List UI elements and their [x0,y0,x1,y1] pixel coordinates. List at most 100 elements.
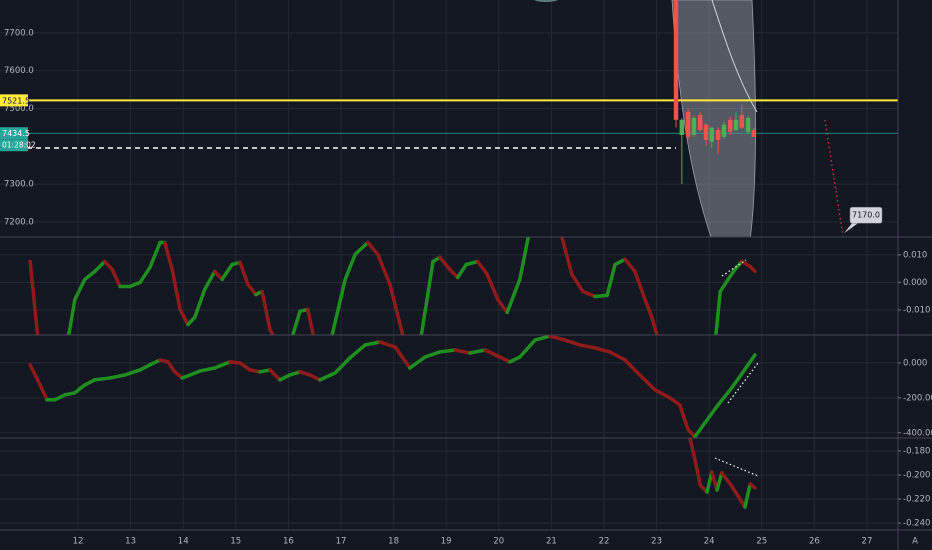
candle-body [733,119,739,131]
indicator-segment [166,360,177,374]
indicator-segment [518,237,531,282]
indicator-segment [213,269,224,282]
indicator-segment [693,421,707,438]
candle-body [685,111,691,137]
y-tick-label: -400.000 [903,428,932,438]
y-tick-label: 0.000 [903,278,927,288]
indicator-segment [613,257,627,267]
annotation-box [849,206,883,224]
indicator-segment [278,373,292,382]
grid-layer [0,0,898,530]
indicator-segment [623,257,637,274]
indicator-segment [483,348,502,359]
y-tick-label: -0.180 [903,446,930,456]
indicator-segment [408,355,427,370]
x-tick-label: 19 [441,537,452,547]
indicator-segment [110,267,122,289]
y-tick-label: 7700.0 [4,28,34,38]
indicator-segment [83,378,97,387]
indicator-segment [448,267,460,280]
indicator-segment [138,265,152,285]
pane-marks [28,335,757,438]
x-tick-label: 20 [493,537,504,547]
indicator-segment [581,289,597,299]
indicator-segment [563,338,582,347]
indicator-segment [748,482,757,490]
y-tick-label: -200.000 [903,393,932,403]
indicator-segment [353,240,370,257]
annotation-pointer [844,223,858,234]
indicator-segment [66,297,77,335]
indicator-segment [608,350,627,362]
indicator-segment [505,277,522,315]
x-tick-label: 14 [178,537,189,547]
indicator-segment [170,267,182,312]
countdown-box [0,139,28,152]
indicator-segment [268,368,282,382]
indicator-segment [548,335,567,342]
indicator-segment [508,355,522,364]
y-tick-label: 0.000 [903,358,927,368]
indicator-segment [260,289,272,332]
indicator-segment [716,388,732,407]
indicator-segment [393,345,412,370]
candle-body [697,114,703,131]
indicator-segment [28,259,40,335]
envelope [671,0,756,237]
indicator-segment [456,262,468,280]
candle-body [679,119,685,135]
indicator-segment [188,369,202,377]
candle-body [721,124,727,137]
indicator-segment [93,259,107,274]
indicator-segment [740,353,757,376]
indicator-segment [38,383,49,402]
indicator-segment [468,348,487,355]
x-tick-label: 13 [125,537,136,547]
x-tick-label: 16 [283,537,294,547]
indicator-segment [376,252,392,287]
countdown: 01:28:02 [2,141,36,150]
price-label-box [0,127,28,140]
candle-body [715,130,721,140]
x-tick-label: 17 [336,537,347,547]
indicator-segment [560,237,574,277]
x-tick-label: 24 [704,537,715,547]
indicator-segment [743,482,752,509]
y-tick-label: 7600.0 [4,66,34,76]
pane-marks [688,438,757,509]
indicator-segment [378,340,397,349]
indicator-segment [73,383,87,395]
candle-body [727,119,733,132]
projection-line [824,119,844,237]
indicator-segment [306,307,316,335]
indicator-segment [593,293,609,299]
indicator-segment [533,335,552,342]
indicator-segment [128,280,142,289]
y-tick-label: 0.010 [903,250,927,260]
indicator-segment [728,482,740,498]
y-tick-label: 7200.0 [4,217,34,227]
indicator-segment [268,327,275,335]
indicator-segment [733,259,744,272]
candle-body [709,127,715,142]
x-tick-label: 26 [809,537,820,547]
indicator-segment [728,372,744,392]
indicator-segment [213,360,232,370]
x-tick-label: 21 [546,537,557,547]
indicator-segment [453,348,472,355]
indicator-segment [605,262,617,298]
indicator-segment [578,343,597,350]
annotation-label: 7170.0 [852,211,880,220]
indicator-segment [475,259,489,277]
indicator-segment [714,289,722,335]
candle-body [739,114,745,128]
indicator-segment [633,269,647,302]
indicator-segment [748,264,757,274]
indicator-segment [438,348,457,354]
y-tick-label: -0.240 [903,519,930,529]
indicator-segment [348,343,367,360]
x-tick-label: 15 [230,537,241,547]
indicator-segment [238,260,250,287]
indicator-segment [148,358,162,367]
